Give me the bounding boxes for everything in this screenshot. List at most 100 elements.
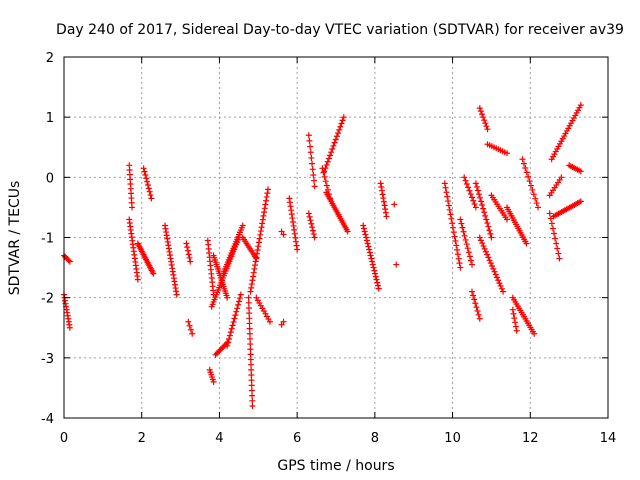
data-point (336, 126, 343, 133)
data-point (551, 230, 558, 237)
data-point (261, 205, 268, 212)
y-tick-label: 1 (46, 111, 54, 126)
data-point (446, 206, 453, 213)
data-point (535, 204, 542, 211)
data-point (245, 294, 252, 301)
data-point (235, 298, 242, 305)
data-point (142, 171, 149, 178)
data-point (467, 257, 474, 264)
data-point (262, 201, 269, 208)
data-point (512, 323, 519, 330)
data-point (546, 210, 553, 217)
data-point (481, 209, 488, 216)
data-point (529, 186, 536, 193)
data-point (481, 245, 488, 252)
data-point (363, 234, 370, 241)
data-point (380, 195, 387, 202)
data-point (471, 296, 478, 303)
data-point (381, 202, 388, 209)
x-tick-label: 0 (60, 431, 68, 446)
data-point (450, 229, 457, 236)
data-point (337, 123, 344, 130)
data-point (442, 184, 449, 191)
data-point (248, 382, 255, 389)
data-point (226, 335, 233, 342)
data-point (261, 209, 268, 216)
data-point (445, 198, 452, 205)
data-point (232, 312, 239, 319)
data-point (474, 187, 481, 194)
data-point (173, 291, 180, 298)
data-point (382, 206, 389, 213)
data-point (482, 212, 489, 219)
data-point (229, 322, 236, 329)
data-point (475, 191, 482, 198)
data-point (310, 177, 317, 184)
data-point (497, 282, 504, 289)
data-point (340, 114, 347, 121)
data-point (248, 284, 255, 291)
data-point (147, 192, 154, 199)
data-point (308, 220, 315, 227)
data-point (344, 228, 351, 235)
data-point (185, 318, 192, 325)
data-point (476, 105, 483, 112)
data-point (143, 175, 150, 182)
data-point (144, 178, 151, 185)
data-point (246, 315, 253, 322)
data-point (308, 154, 315, 161)
data-point (503, 216, 510, 223)
x-tick-label: 2 (138, 431, 146, 446)
data-points (61, 102, 584, 409)
data-point (530, 191, 537, 198)
data-point (245, 304, 252, 311)
data-point (485, 223, 492, 230)
data-point (577, 198, 584, 205)
data-point (247, 335, 254, 342)
data-point (378, 187, 385, 194)
data-point (558, 174, 565, 181)
data-point (478, 111, 485, 118)
data-point (475, 311, 482, 318)
data-point (237, 291, 244, 298)
data-point (259, 220, 266, 227)
data-point (247, 356, 254, 363)
data-point (144, 182, 151, 189)
data-point (187, 326, 194, 333)
data-point (451, 233, 458, 240)
data-point (329, 146, 336, 153)
data-point (333, 133, 340, 140)
data-point (459, 224, 466, 231)
data-point (513, 327, 520, 334)
data-point (150, 270, 157, 277)
data-point (490, 265, 497, 272)
data-point (466, 187, 473, 194)
data-point (251, 265, 258, 272)
data-point (258, 224, 265, 231)
data-point (134, 276, 141, 283)
data-point (484, 251, 491, 258)
data-point (148, 195, 155, 202)
data-point (553, 240, 560, 247)
data-point (249, 402, 256, 409)
data-point (463, 241, 470, 248)
data-point (479, 202, 486, 209)
data-point (306, 213, 313, 220)
data-point (523, 240, 530, 247)
data-point (259, 216, 266, 223)
data-point (245, 299, 252, 306)
data-point (311, 183, 318, 190)
data-point (482, 120, 489, 127)
data-point (230, 318, 237, 325)
data-point (552, 235, 559, 242)
data-point (469, 194, 475, 201)
data-point (548, 220, 555, 227)
data-point (380, 198, 387, 205)
data-point (482, 248, 489, 255)
data-point (183, 240, 190, 247)
data-point (511, 315, 518, 322)
data-point (549, 225, 556, 232)
data-point (248, 377, 255, 384)
data-point (458, 220, 465, 227)
data-point (486, 227, 493, 234)
